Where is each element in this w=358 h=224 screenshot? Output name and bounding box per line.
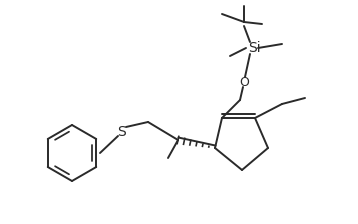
Text: O: O: [239, 75, 249, 88]
Text: Si: Si: [248, 41, 260, 55]
Text: S: S: [118, 125, 126, 139]
